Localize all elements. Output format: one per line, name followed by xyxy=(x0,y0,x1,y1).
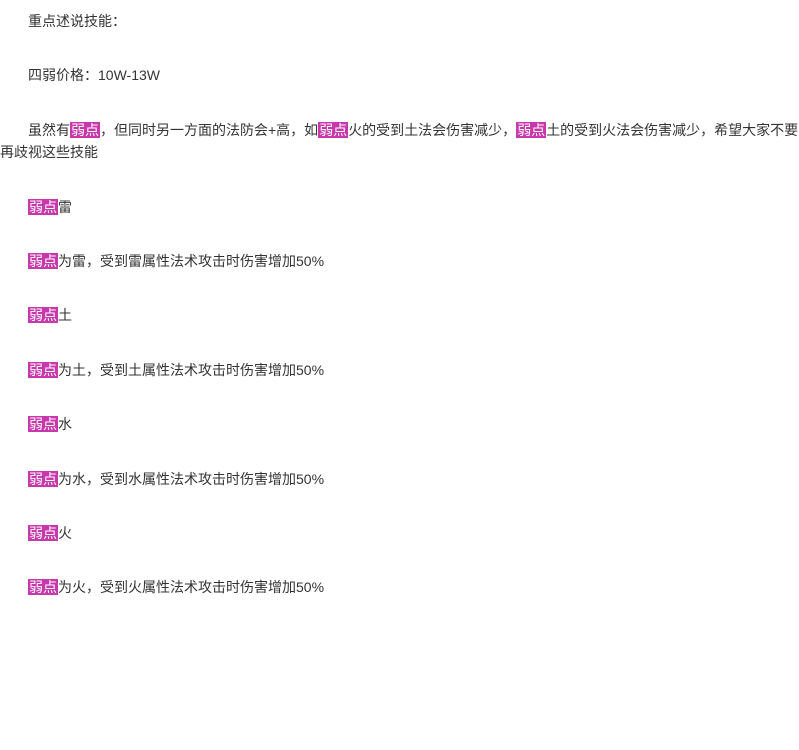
text-seg: 为雷，受到雷属性法术攻击时伤害增加50% xyxy=(58,253,324,269)
highlight-keyword: 弱点 xyxy=(28,579,58,595)
text-seg: ，但同时另一方面的法防会+高，如 xyxy=(100,122,318,138)
highlight-keyword: 弱点 xyxy=(516,122,546,138)
highlight-keyword: 弱点 xyxy=(28,362,58,378)
highlight-keyword: 弱点 xyxy=(28,525,58,541)
paragraph-intro: 虽然有弱点，但同时另一方面的法防会+高，如弱点火的受到土法会伤害减少，弱点土的受… xyxy=(0,119,799,164)
paragraph-thunder-desc: 弱点为雷，受到雷属性法术攻击时伤害增加50% xyxy=(0,250,799,272)
paragraph-water-title: 弱点水 xyxy=(0,413,799,435)
highlight-keyword: 弱点 xyxy=(28,199,58,215)
paragraph-earth-title: 弱点土 xyxy=(0,304,799,326)
paragraph-water-desc: 弱点为水，受到水属性法术攻击时伤害增加50% xyxy=(0,468,799,490)
text-seg: 火的受到土法会伤害减少， xyxy=(348,122,516,138)
paragraph-earth-desc: 弱点为土，受到土属性法术攻击时伤害增加50% xyxy=(0,359,799,381)
text-seg: 火 xyxy=(58,525,72,541)
highlight-keyword: 弱点 xyxy=(70,122,100,138)
highlight-keyword: 弱点 xyxy=(28,416,58,432)
text-seg: 虽然有 xyxy=(28,122,70,138)
text-seg: 为火，受到火属性法术攻击时伤害增加50% xyxy=(58,579,324,595)
text-seg: 雷 xyxy=(58,199,72,215)
paragraph-fire-desc: 弱点为火，受到火属性法术攻击时伤害增加50% xyxy=(0,576,799,598)
highlight-keyword: 弱点 xyxy=(318,122,348,138)
paragraph-thunder-title: 弱点雷 xyxy=(0,196,799,218)
text-seg: 为土，受到土属性法术攻击时伤害增加50% xyxy=(58,362,324,378)
highlight-keyword: 弱点 xyxy=(28,471,58,487)
text-seg: 水 xyxy=(58,416,72,432)
paragraph-heading: 重点述说技能： xyxy=(0,10,799,32)
paragraph-price: 四弱价格：10W-13W xyxy=(0,64,799,86)
document-body: 重点述说技能： 四弱价格：10W-13W 虽然有弱点，但同时另一方面的法防会+高… xyxy=(0,0,799,599)
text-seg: 为水，受到水属性法术攻击时伤害增加50% xyxy=(58,471,324,487)
text-seg: 土 xyxy=(58,307,72,323)
paragraph-fire-title: 弱点火 xyxy=(0,522,799,544)
highlight-keyword: 弱点 xyxy=(28,253,58,269)
highlight-keyword: 弱点 xyxy=(28,307,58,323)
